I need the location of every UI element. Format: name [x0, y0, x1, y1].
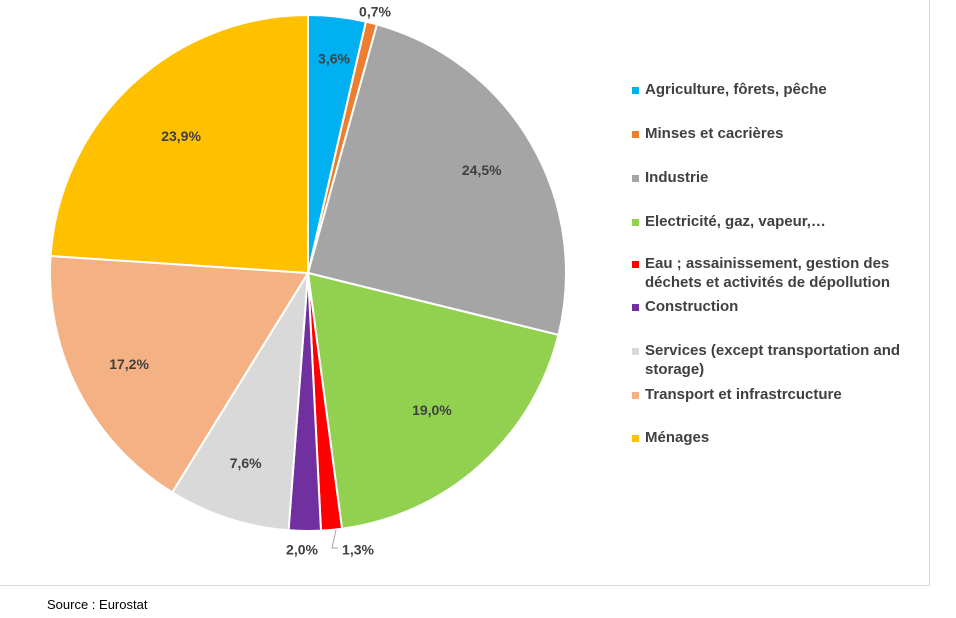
legend-swatch	[632, 392, 639, 399]
chart-area	[0, 0, 930, 586]
legend-item: Eau ; assainissement, gestion des déchet…	[632, 254, 927, 292]
legend-item: Transport et infrastrcucture	[632, 385, 927, 404]
leader-lines	[331, 529, 338, 549]
slice-label: 17,2%	[109, 356, 149, 372]
legend-swatch	[632, 131, 639, 138]
legend-label: Transport et infrastrcucture	[645, 386, 842, 403]
legend-swatch	[632, 219, 639, 226]
slice-label: 2,0%	[286, 542, 318, 558]
pie-slice	[306, 271, 560, 530]
legend-item: Minses et cacrières	[632, 124, 927, 143]
pie-slices	[49, 13, 567, 532]
legend-label: Eau ; assainissement, gestion des déchet…	[645, 255, 891, 291]
legend-swatch	[632, 435, 639, 442]
legend-swatch	[632, 87, 639, 94]
pie-slice	[49, 13, 309, 275]
slice-label: 0,7%	[359, 4, 391, 20]
data-labels: 3,6% 0,7% 24,5% 19,0% 1,3% 2,0% 7,6% 17,2% 23,9%	[109, 4, 502, 558]
legend-label: Agriculture, fôrets, pêche	[645, 81, 827, 98]
legend-swatch	[632, 304, 639, 311]
legend-label: Ménages	[645, 429, 710, 446]
legend-label: Services (except transportation and stor…	[645, 342, 901, 378]
slice-label: 7,6%	[230, 455, 262, 471]
leader-line	[331, 529, 338, 549]
pie-slice	[306, 23, 567, 337]
slice-label: 24,5%	[462, 162, 502, 178]
slice-label: 3,6%	[318, 51, 350, 67]
slice-label: 23,9%	[161, 128, 201, 144]
pie-slice	[170, 272, 309, 532]
legend-item: Construction	[632, 297, 927, 316]
legend-label: Construction	[645, 298, 739, 315]
legend-swatch	[632, 175, 639, 182]
legend-item: Electricité, gaz, vapeur,…	[632, 212, 927, 231]
slice-label: 19,0%	[412, 402, 452, 418]
legend-swatch	[632, 348, 639, 355]
legend-label: Industrie	[645, 169, 709, 186]
pie-slice	[49, 254, 310, 494]
slice-label: 1,3%	[342, 542, 374, 558]
legend-item: Industrie	[632, 168, 927, 187]
legend-item: Services (except transportation and stor…	[632, 341, 927, 379]
legend-label: Electricité, gaz, vapeur,…	[645, 213, 826, 230]
legend-item: Agriculture, fôrets, pêche	[632, 80, 927, 99]
legend-swatch	[632, 261, 639, 268]
legend-label: Minses et cacrières	[645, 125, 784, 142]
legend-item: Ménages	[632, 428, 927, 447]
source-note: Source : Eurostat	[47, 597, 148, 612]
